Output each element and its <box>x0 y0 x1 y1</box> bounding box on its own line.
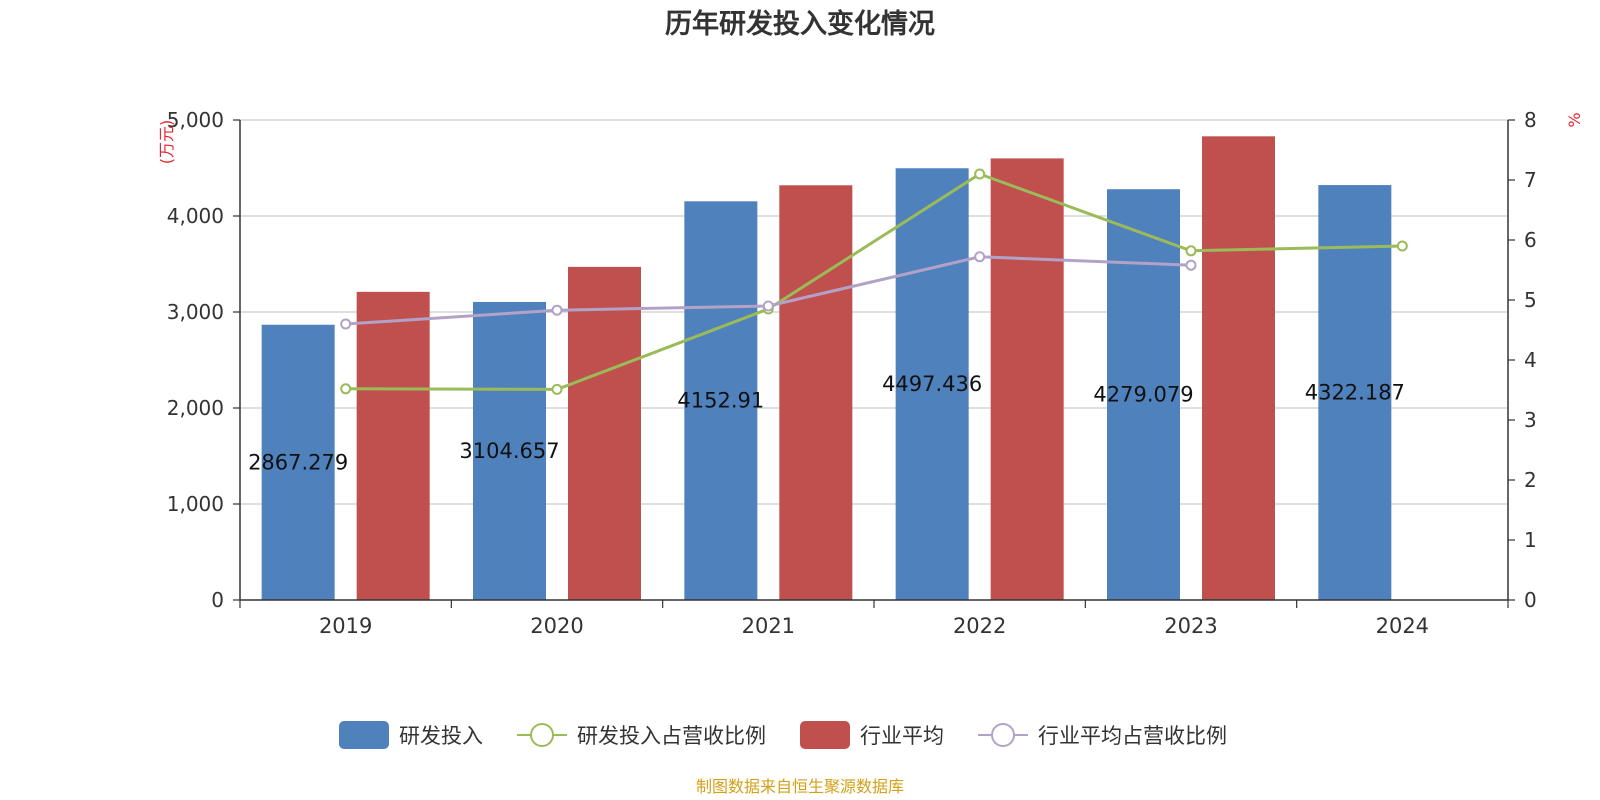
left-tick-label: 2,000 <box>167 396 224 420</box>
axes: 0 1,000 2,000 3,000 4,000 5,000 0 1 2 3 4 5 6 7 8 2019 2… <box>167 108 1537 638</box>
legend-swatch <box>800 721 850 749</box>
right-tick-label: 8 <box>1524 108 1537 132</box>
bar <box>261 324 335 600</box>
right-axis-unit: % <box>1565 112 1584 127</box>
line-point <box>551 383 563 395</box>
line-point <box>1185 259 1197 271</box>
legend-label: 行业平均 <box>860 724 944 748</box>
x-tick-label: 2019 <box>319 614 372 638</box>
right-tick-label: 4 <box>1524 348 1537 372</box>
grid <box>240 119 1508 505</box>
x-tick-label: 2023 <box>1164 614 1217 638</box>
bar <box>473 301 546 600</box>
bar <box>356 291 430 600</box>
legend-marker <box>530 723 554 747</box>
bar <box>568 266 641 600</box>
bar <box>684 201 758 601</box>
bar-data-label: 2867.279 <box>248 450 348 474</box>
left-tick-label: 0 <box>211 588 224 612</box>
line-point <box>974 168 986 180</box>
x-tick-label: 2024 <box>1376 614 1429 638</box>
legend-marker <box>991 723 1015 747</box>
lines <box>340 168 1408 395</box>
left-axis-unit: (万元) <box>157 120 176 165</box>
right-tick-label: 0 <box>1524 588 1537 612</box>
bar-data-label: 3104.657 <box>459 439 559 463</box>
bar <box>1202 136 1275 600</box>
line-point <box>1185 245 1197 257</box>
line-point <box>340 383 352 395</box>
left-tick-label: 1,000 <box>167 492 224 516</box>
source-note: 制图数据来自恒生聚源数据库 <box>696 777 904 796</box>
right-tick-label: 6 <box>1524 228 1537 252</box>
bar <box>1318 185 1392 600</box>
x-tick-label: 2021 <box>742 614 795 638</box>
legend-label: 研发投入 <box>399 724 483 748</box>
bar-data-label: 4322.187 <box>1305 381 1405 405</box>
right-tick-label: 1 <box>1524 528 1537 552</box>
legend-label: 行业平均占营收比例 <box>1038 724 1227 748</box>
bar-data-label: 4279.079 <box>1093 383 1193 407</box>
left-tick-label: 3,000 <box>167 300 224 324</box>
legend-swatch <box>339 721 389 749</box>
bar <box>990 158 1064 600</box>
legend-label: 研发投入占营收比例 <box>577 724 766 748</box>
data-labels: 2867.279 3104.657 4152.91 4497.436 4279.079 4… <box>248 372 1405 474</box>
bar <box>779 185 853 600</box>
line-point <box>762 300 774 312</box>
x-tick-label: 2020 <box>530 614 583 638</box>
right-tick-label: 7 <box>1524 168 1537 192</box>
right-tick-label: 3 <box>1524 408 1537 432</box>
right-tick-label: 2 <box>1524 468 1537 492</box>
legend: 研发投入 研发投入占营收比例 行业平均 行业平均占营收比例 <box>339 721 1227 749</box>
line-point <box>1396 240 1408 252</box>
right-tick-label: 5 <box>1524 288 1537 312</box>
line-point <box>551 304 563 316</box>
series-line <box>345 172 1403 391</box>
left-tick-label: 4,000 <box>167 204 224 228</box>
bar-data-label: 4497.436 <box>882 372 982 396</box>
left-tick-label: 5,000 <box>167 108 224 132</box>
bar <box>1107 189 1180 600</box>
x-tick-label: 2022 <box>953 614 1006 638</box>
bar <box>895 168 969 600</box>
chart-title: 历年研发投入变化情况 <box>665 8 935 40</box>
line-point <box>340 318 352 330</box>
line-point <box>974 251 986 263</box>
bar-data-label: 4152.91 <box>677 389 764 413</box>
bars <box>261 136 1392 601</box>
